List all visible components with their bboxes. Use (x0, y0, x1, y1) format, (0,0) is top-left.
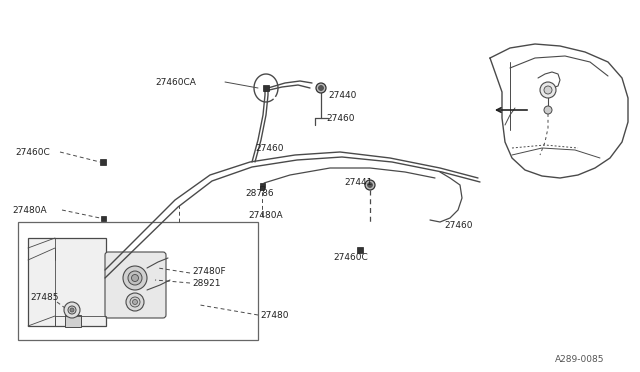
Text: 27460C: 27460C (333, 253, 368, 262)
Text: A289-0085: A289-0085 (555, 356, 605, 365)
Text: 27460: 27460 (444, 221, 472, 230)
Text: 27460CA: 27460CA (155, 77, 196, 87)
Bar (259, 183, 264, 187)
Circle shape (130, 297, 140, 307)
Circle shape (365, 180, 375, 190)
Bar (100, 215, 106, 221)
Circle shape (131, 275, 138, 282)
Text: 28786: 28786 (245, 189, 274, 198)
Text: 27485: 27485 (30, 294, 58, 302)
Circle shape (367, 183, 372, 187)
Circle shape (316, 83, 326, 93)
Bar (18, 222, 258, 340)
Text: 27480A: 27480A (12, 205, 47, 215)
FancyBboxPatch shape (28, 238, 106, 326)
Circle shape (128, 271, 142, 285)
FancyBboxPatch shape (105, 252, 166, 318)
Circle shape (68, 306, 76, 314)
Bar (100, 159, 106, 165)
Bar (260, 186, 264, 190)
Circle shape (544, 106, 552, 114)
Circle shape (64, 302, 80, 318)
Bar (65, 315, 81, 327)
Text: 27441: 27441 (344, 177, 372, 186)
Bar (357, 247, 363, 253)
Circle shape (132, 299, 138, 305)
Text: 27460: 27460 (326, 113, 355, 122)
Text: 27480A: 27480A (248, 211, 283, 219)
Circle shape (540, 82, 556, 98)
Text: 27460: 27460 (255, 144, 284, 153)
Circle shape (319, 86, 323, 90)
Text: 28921: 28921 (192, 279, 221, 288)
Bar (263, 85, 269, 91)
Text: 27440: 27440 (328, 90, 356, 99)
Text: 27460C: 27460C (15, 148, 50, 157)
Circle shape (123, 266, 147, 290)
Text: 27480: 27480 (260, 311, 289, 320)
Circle shape (544, 86, 552, 94)
Circle shape (70, 308, 74, 312)
Circle shape (126, 293, 144, 311)
Text: 27480F: 27480F (192, 267, 226, 276)
